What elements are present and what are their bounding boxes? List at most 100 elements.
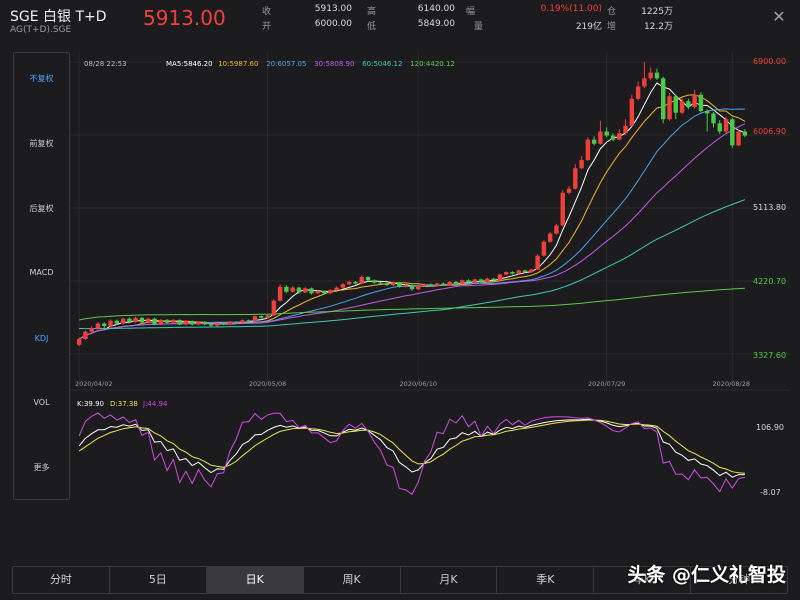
price-axis: 6900.00 6006.90 5113.80 4220.70 3327.60: [753, 57, 786, 360]
candle-body: [704, 111, 710, 114]
candle-body: [466, 280, 471, 283]
quote-label-open: 开: [262, 22, 272, 32]
candle-body: [522, 270, 528, 273]
quote-value-open: 6000.00: [314, 19, 352, 29]
close-icon[interactable]: ✕: [772, 7, 786, 26]
candle-body: [334, 287, 339, 291]
candle-body: [434, 283, 440, 286]
candle-body: [177, 319, 182, 325]
candle-body: [698, 94, 704, 112]
candle-body: [736, 131, 741, 146]
candle-body: [95, 323, 101, 329]
date-axis: 2020/04/02 2020/05/08 2020/06/10 2020/07/29…: [75, 380, 750, 388]
candle-body: [529, 269, 534, 273]
tab-yearly-k[interactable]: 年K: [594, 567, 692, 593]
candle-body: [560, 192, 565, 226]
candle-body: [202, 321, 207, 325]
quote-label-position: 仓: [607, 7, 617, 17]
candle-body: [152, 318, 157, 325]
tab-weekly-k[interactable]: 周K: [304, 567, 401, 593]
candle-body: [579, 160, 584, 169]
quote-value-position: 1225万: [641, 7, 673, 17]
quote-value-low: 5849.00: [417, 19, 455, 29]
candle-body: [635, 86, 641, 99]
candle-body: [516, 270, 521, 274]
instrument-code: AG(T+D).SGE: [10, 25, 72, 35]
tab-intraday[interactable]: 分时: [13, 567, 110, 593]
candle-body: [108, 320, 113, 327]
candle-body: [315, 290, 320, 294]
candle-body: [510, 272, 515, 274]
candle-body: [730, 119, 735, 146]
candle-body: [328, 290, 333, 294]
ma60-line: [79, 199, 746, 330]
candle-body: [692, 94, 697, 107]
sidebar-item-macd[interactable]: MACD: [29, 268, 54, 277]
candle-body: [127, 318, 132, 322]
candle-body: [497, 274, 503, 281]
tab-5day[interactable]: 5日: [110, 567, 207, 593]
ma-legend-entry: 120:4420.12: [410, 60, 455, 68]
candle-body: [146, 318, 151, 323]
kline-chart[interactable]: 08/28 22:53 MA5:5846.20 10:5987.60 20:6057…: [70, 52, 790, 502]
candle-body: [158, 319, 163, 325]
tab-minute[interactable]: 分钟: [728, 573, 751, 586]
kdj-legend-entry: J:44.94: [142, 400, 168, 408]
candle-body: [296, 287, 302, 293]
quote-label-close: 收: [262, 7, 272, 17]
candle-body: [196, 321, 201, 325]
candle-body: [478, 279, 484, 282]
tab-monthly-k[interactable]: 月K: [401, 567, 498, 593]
price-axis-label: 4220.70: [753, 277, 786, 286]
sidebar-item-forward-adjust[interactable]: 前复权: [29, 139, 54, 148]
sidebar-item-backward-adjust[interactable]: 后复权: [29, 204, 54, 213]
candle-body: [290, 287, 295, 292]
candle-body: [221, 323, 226, 325]
ma-legend: MA5:5846.20 10:5987.60 20:6057.05 30:5808.9…: [166, 60, 455, 68]
candles: [76, 62, 748, 347]
sidebar-item-no-adjust[interactable]: 不复权: [29, 74, 54, 83]
candle-body: [133, 317, 138, 322]
candle-body: [403, 285, 408, 287]
quote-label-change: 幅: [466, 7, 476, 17]
sidebar-item-kdj[interactable]: KDJ: [34, 334, 49, 343]
candle-body: [453, 281, 459, 284]
price-axis-label: 6006.90: [753, 127, 786, 136]
instrument-title: SGE 白银 T+D: [10, 9, 107, 25]
date-axis-label: 2020/04/02: [75, 380, 112, 388]
sidebar-item-vol[interactable]: VOL: [33, 398, 50, 407]
candle-body: [711, 113, 716, 124]
candle-body: [265, 315, 270, 318]
date-axis-label: 2020/06/10: [400, 380, 437, 388]
candle-body: [642, 78, 647, 87]
candle-body: [120, 318, 126, 324]
candle-body: [604, 131, 609, 136]
candle-body: [372, 280, 377, 283]
candle-body: [679, 101, 685, 113]
candle-body: [252, 316, 258, 322]
candle-body: [686, 101, 691, 107]
last-price: 5913.00: [143, 6, 226, 30]
kdj-legend-entry: K:39.90: [77, 400, 104, 408]
candle-body: [667, 96, 672, 120]
candle-body: [102, 323, 107, 327]
tab-daily-k[interactable]: 日K: [206, 567, 304, 593]
quote-value-increase: 12.2万: [643, 22, 673, 32]
quote-value-volume: 219亿: [575, 22, 602, 32]
candle-body: [535, 255, 540, 270]
tab-quarterly-k[interactable]: 季K: [497, 567, 595, 593]
candle-body: [504, 272, 509, 275]
kdj-axis: 106.90 -8.07: [756, 423, 784, 497]
candle-body: [271, 300, 277, 316]
candle-body: [246, 320, 251, 322]
candle-body: [397, 282, 402, 287]
candle-body: [585, 139, 591, 161]
candle-body: [208, 324, 214, 326]
sidebar-item-more[interactable]: 更多: [33, 463, 50, 472]
kdj-d-line: [78, 419, 745, 474]
candle-body: [83, 331, 88, 340]
candle-body: [661, 78, 666, 120]
candle-body: [284, 286, 289, 292]
chart-timestamp: 08/28 22:53: [84, 60, 127, 68]
